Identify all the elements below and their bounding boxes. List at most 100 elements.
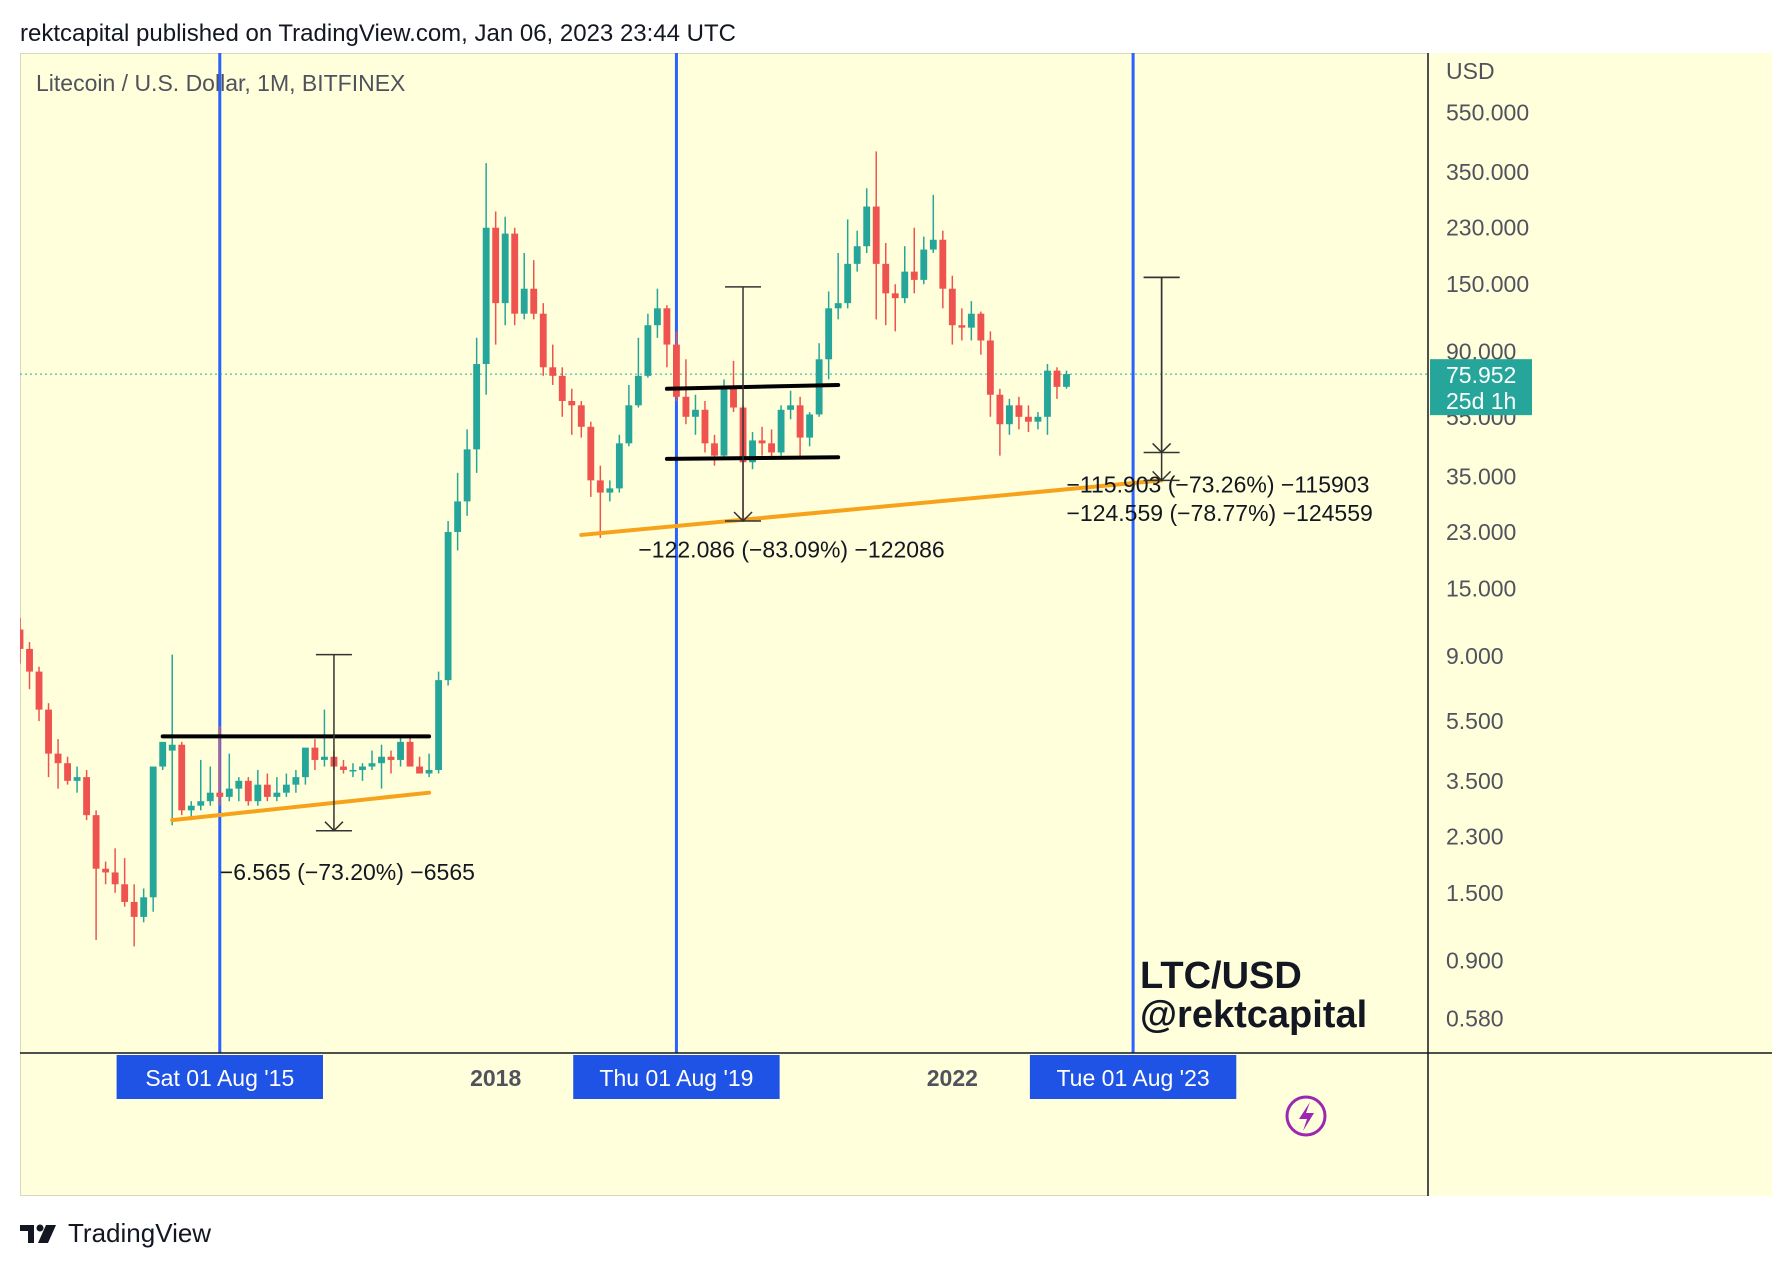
candle-down xyxy=(596,465,604,538)
time-axis-label[interactable]: Thu 01 Aug '19 xyxy=(573,1055,780,1099)
candle-body xyxy=(273,792,281,797)
candle-body xyxy=(254,784,262,802)
candle-up xyxy=(749,432,756,470)
candlestick-chart[interactable]: −6.565 (−73.20%) −6565 −122.086 (−83.09%)… xyxy=(20,53,1772,1196)
support-trendline[interactable] xyxy=(170,790,432,823)
measure-tool[interactable]: −122.086 (−83.09%) −122086 xyxy=(638,286,945,562)
arrow-down-icon xyxy=(733,511,753,523)
candle-body xyxy=(901,271,909,299)
candle-body xyxy=(673,344,680,397)
candle-down xyxy=(387,750,395,774)
footer: TradingView xyxy=(20,1218,211,1249)
candle-body xyxy=(397,741,404,760)
candle-body xyxy=(168,744,176,751)
candle-up xyxy=(197,759,205,811)
range-lines xyxy=(160,382,841,739)
candle-body xyxy=(311,747,319,760)
candle-up xyxy=(225,753,233,802)
last-price-badge-bg xyxy=(1430,359,1532,416)
candle-body xyxy=(625,405,633,444)
candle-body xyxy=(368,763,376,767)
candle-down xyxy=(130,884,138,947)
candle-body xyxy=(749,440,756,463)
candle-down xyxy=(511,227,519,326)
candle-up xyxy=(853,230,861,272)
candle-body xyxy=(701,409,709,444)
measure-tools: −6.565 (−73.20%) −6565 −122.086 (−83.09%)… xyxy=(220,276,1373,886)
candle-down xyxy=(891,284,899,332)
time-axis-label[interactable]: Sat 01 Aug '15 xyxy=(116,1055,323,1099)
candle-body xyxy=(64,763,71,781)
candle-down xyxy=(996,388,1004,456)
price-axis: USD550.000350.000230.000150.00090.00055.… xyxy=(1427,53,1772,1196)
candle-down xyxy=(263,773,271,802)
candle-up xyxy=(1034,412,1042,430)
candle-body xyxy=(206,792,214,802)
candle-body xyxy=(121,884,129,902)
price-tick-label: 35.000 xyxy=(1446,464,1516,490)
measure-tool[interactable]: −115.903 (−73.26%) −115903 xyxy=(1066,276,1369,498)
candle-up xyxy=(444,521,452,686)
candle-up xyxy=(140,888,148,923)
measure-tool[interactable]: −124.559 (−78.77%) −124559 xyxy=(1066,276,1373,526)
candle-down xyxy=(549,344,557,385)
candle-body xyxy=(948,288,956,326)
candle-body xyxy=(796,405,804,438)
candle-up xyxy=(644,313,652,378)
candle-down xyxy=(939,230,947,309)
candle-body xyxy=(872,206,880,264)
candle-down xyxy=(568,388,576,435)
candle-down xyxy=(20,618,24,664)
lightning-icon[interactable] xyxy=(1285,1095,1327,1137)
candle-down xyxy=(882,242,890,326)
candle-body xyxy=(596,480,604,493)
candle-down xyxy=(539,303,547,376)
watermark-pair: LTC/USD xyxy=(1140,955,1302,997)
time-axis-label: 2018 xyxy=(470,1065,521,1091)
candle-down xyxy=(340,759,347,774)
candle-body xyxy=(939,239,947,289)
candle-up xyxy=(454,472,462,551)
candle-body xyxy=(634,375,642,406)
measure-label: −124.559 (−78.77%) −124559 xyxy=(1066,500,1372,526)
candle-down xyxy=(102,861,110,885)
candle-up xyxy=(501,216,509,326)
candle-up xyxy=(159,741,167,770)
currency-label: USD xyxy=(1446,58,1495,84)
candle-body xyxy=(1044,370,1051,417)
candle-down xyxy=(711,434,718,466)
candle-down xyxy=(83,769,91,821)
candle-up xyxy=(929,194,937,253)
price-tick-label: 550.000 xyxy=(1446,100,1529,126)
price-tick-label: 5.500 xyxy=(1446,708,1504,734)
candle-body xyxy=(587,426,595,481)
price-tick-label: 350.000 xyxy=(1446,159,1529,185)
candle-up xyxy=(863,188,871,253)
candle-up xyxy=(301,747,309,785)
support-trendline[interactable] xyxy=(579,478,1164,537)
candle-down xyxy=(530,260,538,320)
candle-body xyxy=(444,532,452,681)
price-tick-label: 0.580 xyxy=(1446,1005,1504,1031)
candle-down xyxy=(1025,405,1032,433)
candle-body xyxy=(159,741,167,767)
range-line[interactable] xyxy=(664,455,841,461)
candle-body xyxy=(225,788,233,797)
candle-body xyxy=(178,744,186,811)
candle-up xyxy=(397,736,404,767)
time-axis-label[interactable]: Tue 01 Aug '23 xyxy=(1029,1055,1237,1099)
measure-tool[interactable]: −6.565 (−73.20%) −6565 xyxy=(220,653,475,886)
candle-up xyxy=(815,343,823,417)
price-tick-label: 23.000 xyxy=(1446,519,1516,545)
candle-down xyxy=(758,426,766,456)
range-line[interactable] xyxy=(664,382,841,391)
candle-body xyxy=(967,313,975,328)
watermark: LTC/USD @rektcapital xyxy=(1140,955,1367,1036)
price-tick-label: 3.500 xyxy=(1446,768,1504,794)
candle-up xyxy=(73,766,81,793)
candle-up xyxy=(692,394,699,435)
candle-body xyxy=(187,805,195,811)
candle-body xyxy=(520,288,528,314)
candle-body xyxy=(102,868,110,873)
candle-up xyxy=(787,390,795,420)
